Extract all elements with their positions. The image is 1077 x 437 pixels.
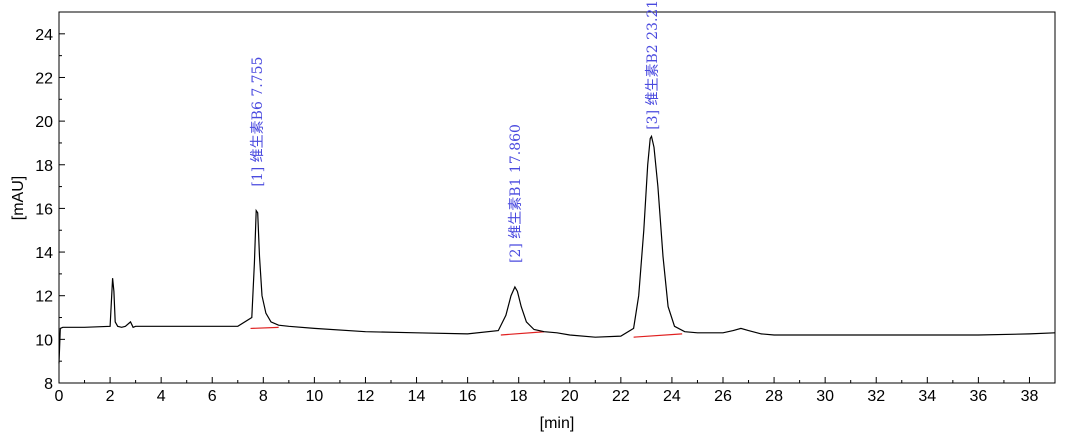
x-axis-ticks: 0 2 4 6 8 10 12 14 16 18 20 22 24 26 28 30 32 34 36 38 xyxy=(55,377,1039,405)
y-tick-label: 8 xyxy=(44,376,53,393)
x-tick-label: 4 xyxy=(157,388,166,405)
x-tick-label: 6 xyxy=(208,388,217,405)
peak-baseline xyxy=(500,331,545,336)
y-tick-label: 10 xyxy=(35,332,53,349)
peak-baseline xyxy=(633,333,683,338)
peak-label: [1] 维生素B6 7.755 xyxy=(250,57,266,187)
peak-baseline xyxy=(250,326,279,330)
x-tick-label: 2 xyxy=(106,388,115,405)
x-tick-label: 30 xyxy=(816,388,834,405)
y-tick-label: 20 xyxy=(35,114,53,131)
peak-label: [2] 维生素B1 17.860 xyxy=(508,124,524,263)
x-tick-label: 24 xyxy=(663,388,681,405)
x-tick-label: 18 xyxy=(510,388,528,405)
y-tick-label: 12 xyxy=(35,289,53,306)
chromatogram-trace xyxy=(58,134,1056,364)
x-tick-label: 38 xyxy=(1021,388,1039,405)
x-axis-label: [min] xyxy=(540,415,575,432)
y-axis-ticks: 8 10 12 14 16 18 20 22 24 xyxy=(35,27,65,393)
x-tick-label: 28 xyxy=(765,388,783,405)
peak-baselines xyxy=(250,326,683,338)
x-tick-label: 22 xyxy=(612,388,630,405)
peak-annotations: [1] 维生素B6 7.755 [2] 维生素B1 17.860 [3] 维生素B2… xyxy=(250,0,661,263)
y-tick-label: 24 xyxy=(35,27,53,44)
x-tick-label: 26 xyxy=(714,388,732,405)
peak-label: [3] 维生素B2 23.218 xyxy=(645,0,661,130)
x-tick-label: 12 xyxy=(357,388,375,405)
y-tick-label: 22 xyxy=(35,70,53,87)
x-tick-label: 8 xyxy=(259,388,268,405)
x-tick-label: 36 xyxy=(969,388,987,405)
y-tick-label: 16 xyxy=(35,201,53,218)
x-tick-label: 32 xyxy=(867,388,885,405)
y-axis-label: [mAU] xyxy=(10,176,27,220)
x-tick-label: 20 xyxy=(561,388,579,405)
y-tick-label: 14 xyxy=(35,245,53,262)
y-tick-label: 18 xyxy=(35,158,53,175)
x-tick-label: 10 xyxy=(305,388,323,405)
x-tick-label: 0 xyxy=(55,388,64,405)
x-tick-label: 16 xyxy=(459,388,477,405)
plot-frame xyxy=(58,11,1056,384)
x-tick-label: 14 xyxy=(408,388,426,405)
x-tick-label: 34 xyxy=(918,388,936,405)
